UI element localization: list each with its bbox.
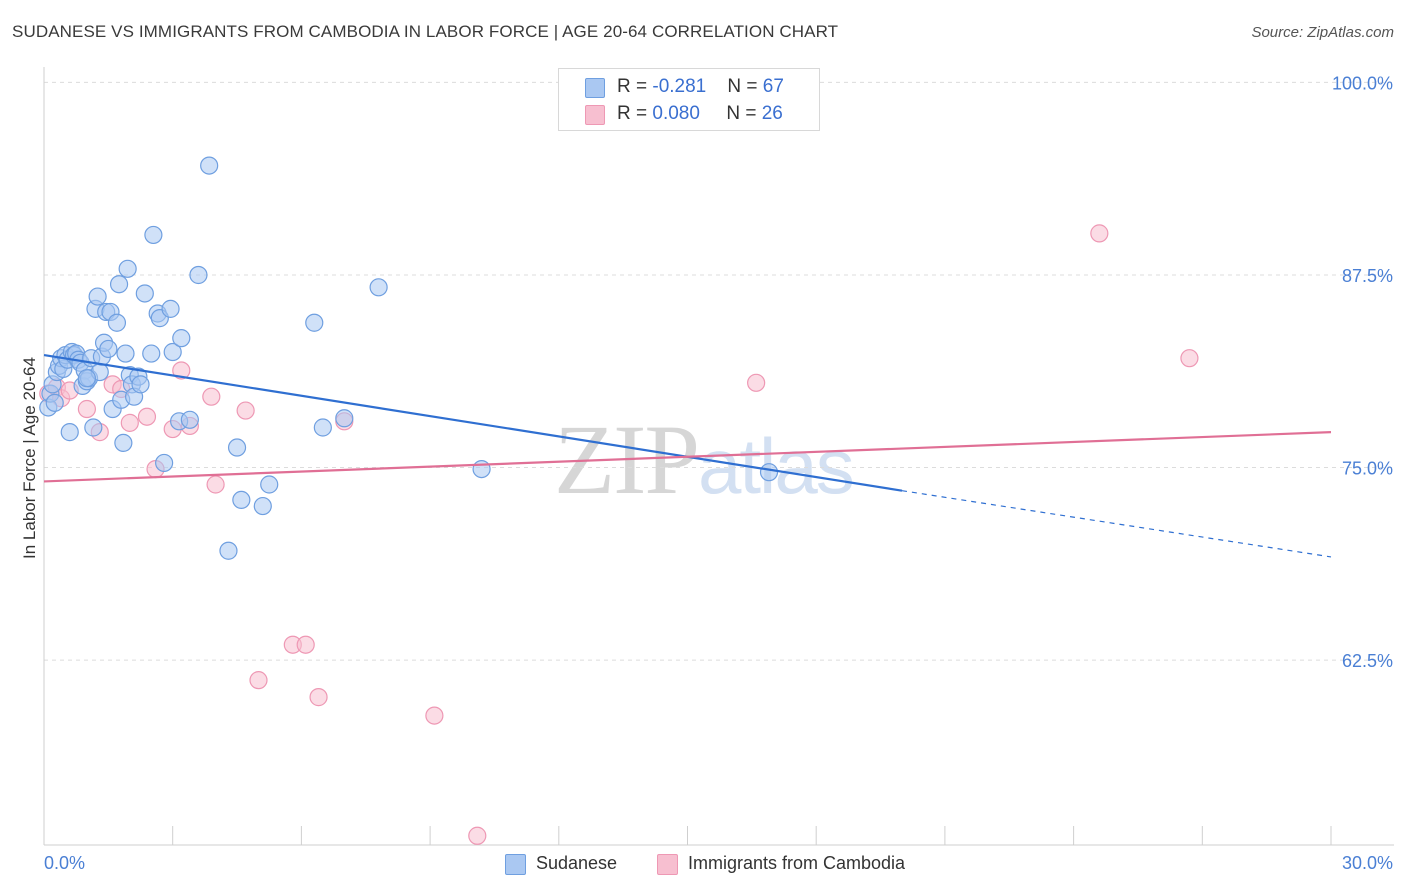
- y-tick-label: 100.0%: [1332, 73, 1393, 93]
- sudanese-point: [472, 459, 491, 479]
- sudanese-point: [253, 496, 272, 516]
- sudanese-point: [142, 344, 161, 363]
- sudanese-point: [88, 287, 107, 306]
- sudanese-point: [118, 259, 137, 278]
- cambodia-point: [425, 706, 444, 725]
- axes: [43, 67, 1394, 846]
- x-tick-label: 0.0%: [44, 853, 85, 873]
- legend-n-value-sudanese: 67: [762, 76, 784, 97]
- sudanese-point: [161, 299, 180, 318]
- sudanese-point: [109, 275, 129, 294]
- sudanese-trend-line: [43, 354, 903, 492]
- cambodia-point: [309, 688, 328, 707]
- legend-swatch-cambodia: [585, 105, 605, 125]
- sudanese-point: [189, 265, 208, 285]
- legend-label-sudanese: Sudanese: [536, 853, 618, 873]
- sudanese-point: [313, 418, 332, 437]
- sudanese-point: [107, 313, 127, 332]
- sudanese-point: [200, 156, 219, 175]
- cambodia-point: [202, 387, 221, 406]
- sudanese-point: [155, 453, 174, 473]
- chart-source: Source: ZipAtlas.com: [1251, 24, 1394, 41]
- sudanese-point: [219, 541, 238, 560]
- cambodia-trend-line: [43, 431, 1332, 483]
- sudanese-point: [335, 409, 354, 428]
- legend-r-label: R =: [617, 76, 653, 97]
- cambodia-point: [747, 373, 766, 392]
- sudanese-point: [232, 490, 251, 510]
- series-legend: Sudanese Immigrants from Cambodia: [0, 852, 1406, 878]
- series-sudanese-points: [39, 156, 779, 560]
- legend-r-value-cambodia: 0.080: [652, 103, 700, 124]
- sudanese-point: [163, 342, 182, 362]
- correlation-legend: R = -0.281 N = 67 R = 0.080 N = 26: [558, 68, 820, 131]
- sudanese-point: [77, 369, 97, 388]
- cambodia-point: [77, 399, 97, 419]
- sudanese-point: [369, 278, 388, 297]
- sudanese-point: [172, 329, 191, 348]
- sudanese-point: [305, 313, 324, 332]
- legend-n-label: N =: [726, 103, 762, 124]
- x-tick-label: 30.0%: [1342, 853, 1393, 873]
- legend-r-value-sudanese: -0.281: [652, 76, 707, 97]
- chart-title: SUDANESE VS IMMIGRANTS FROM CAMBODIA IN …: [12, 22, 839, 41]
- sudanese-point: [116, 344, 135, 363]
- legend-n-value-cambodia: 26: [761, 103, 783, 124]
- watermark-atlas: atlas: [698, 422, 855, 510]
- sudanese-point: [227, 438, 247, 457]
- series-cambodia-points: [39, 224, 1199, 845]
- legend-swatch-sudanese: [585, 78, 605, 98]
- y-tick-label: 87.5%: [1342, 266, 1393, 286]
- cambodia-point: [249, 671, 268, 690]
- sudanese-point: [84, 418, 103, 437]
- legend-swatch-sudanese: [505, 854, 526, 875]
- cambodia-point: [206, 475, 225, 494]
- cambodia-point: [120, 413, 139, 432]
- sudanese-point: [60, 423, 79, 442]
- cambodia-point: [236, 401, 255, 420]
- cambodia-point: [1180, 349, 1199, 368]
- sudanese-point: [131, 375, 150, 394]
- sudanese-point: [114, 433, 133, 453]
- cambodia-point: [137, 407, 157, 426]
- tick-labels: 100.0% 87.5% 75.0% 62.5% 0.0% 30.0%: [44, 73, 1393, 873]
- cambodia-point: [1090, 224, 1109, 243]
- y-tick-label: 75.0%: [1342, 459, 1393, 479]
- cambodia-point: [172, 361, 191, 380]
- sudanese-point: [135, 284, 154, 303]
- sudanese-point: [144, 225, 163, 245]
- watermark: ZIPatlas: [554, 402, 855, 517]
- sudanese-trend-extension: [901, 490, 1332, 558]
- trend-lines: [43, 354, 1332, 558]
- sudanese-point: [260, 475, 279, 494]
- legend-label-cambodia: Immigrants from Cambodia: [688, 853, 906, 873]
- legend-n-label: N =: [727, 76, 763, 97]
- legend-swatch-cambodia: [657, 854, 678, 875]
- sudanese-point: [759, 463, 779, 482]
- sudanese-point: [45, 393, 64, 412]
- sudanese-point: [99, 339, 118, 359]
- cambodia-point: [296, 635, 315, 654]
- legend-r-label: R =: [617, 103, 653, 124]
- cambodia-point: [468, 826, 487, 845]
- sudanese-point: [180, 410, 199, 429]
- y-tick-label: 62.5%: [1342, 651, 1393, 671]
- grid-lines: [44, 81, 1394, 661]
